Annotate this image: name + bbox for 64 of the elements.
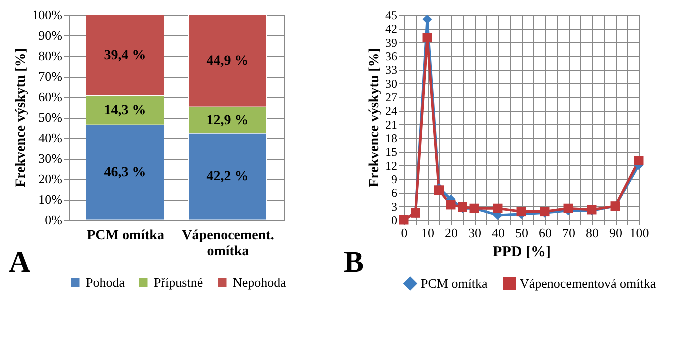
point — [634, 156, 644, 166]
legend-label: Vápenocementová omítka — [520, 276, 656, 291]
y-axis-title: Frekvence výskytu [%] — [368, 48, 382, 188]
y-tick-label: 90% — [38, 28, 63, 43]
y-tick-label: 9 — [392, 172, 398, 186]
point — [493, 204, 503, 214]
point — [564, 204, 574, 214]
y-tick-label: 70% — [38, 69, 63, 84]
y-tick-label: 10% — [38, 192, 63, 207]
y-tick-label: 39 — [386, 36, 398, 50]
x-tick-label: 20 — [445, 226, 458, 240]
y-tick-label: 100% — [32, 8, 63, 22]
x-tick-label: 50 — [516, 226, 528, 240]
y-axis-title: Frekvence výskytu [%] — [14, 48, 30, 188]
y-tick-label: 21 — [386, 118, 398, 132]
y-tick-label: 6 — [392, 186, 398, 200]
data-label: 42,2 % — [206, 170, 249, 185]
x-tick-label: 80 — [586, 226, 599, 240]
x-tick-label: 30 — [468, 226, 482, 240]
legend-label: PCM omítka — [421, 276, 488, 291]
y-tick-label: 18 — [386, 132, 398, 146]
y-tick-label: 50% — [38, 110, 63, 125]
y-tick-label: 36 — [386, 50, 398, 64]
x-tick-label: PCM omítka — [87, 228, 164, 244]
y-tick-label: 15 — [386, 145, 398, 160]
x-axis-title: PPD [%] — [493, 244, 551, 260]
legend-label: Pohoda — [86, 274, 126, 290]
data-label: 14,3 % — [104, 103, 146, 118]
text: A — [9, 246, 31, 279]
y-tick-label: 3 — [392, 200, 398, 214]
x-tick-label: 10 — [422, 226, 434, 240]
x-tick-label: 100 — [630, 226, 650, 240]
data-label: 39,4 % — [104, 48, 146, 64]
y-tick-label: 24 — [386, 104, 398, 118]
x-tick-label: 70 — [562, 226, 576, 240]
y-tick-label: 42 — [386, 22, 398, 36]
legend-label: Nepohoda — [233, 274, 287, 290]
data-label: 46,3 % — [104, 166, 146, 181]
point — [422, 33, 432, 43]
point — [434, 186, 444, 196]
y-tick-label: 40% — [38, 130, 63, 146]
point — [446, 200, 456, 210]
y-tick-label: 0 — [392, 214, 398, 228]
y-tick-label: 30% — [38, 151, 63, 166]
y-tick-label: 27 — [386, 90, 398, 104]
data-label: 44,9 % — [206, 54, 249, 70]
x-tick-label: 90 — [610, 226, 622, 240]
text: B — [344, 246, 364, 279]
y-tick-label: 45 — [386, 8, 398, 22]
y-tick-label: 20% — [38, 172, 63, 186]
y-tick-label: 33 — [386, 63, 398, 78]
y-tick-label: 12 — [386, 158, 398, 173]
x-tick-label: 40 — [492, 226, 505, 240]
legend-label: Přípustné — [154, 274, 204, 290]
data-label: 12,9 % — [206, 113, 249, 128]
y-tick-label: 0% — [45, 212, 63, 228]
x-tick-label: 60 — [539, 226, 552, 240]
point — [516, 207, 526, 217]
x-tick-label: 0 — [401, 226, 408, 240]
point — [422, 14, 432, 24]
y-tick-label: 80% — [38, 48, 63, 64]
x-tick-label: Vápenocement. omítka — [182, 228, 274, 260]
y-tick-label: 60% — [38, 90, 63, 104]
y-tick-label: 30 — [386, 76, 398, 91]
